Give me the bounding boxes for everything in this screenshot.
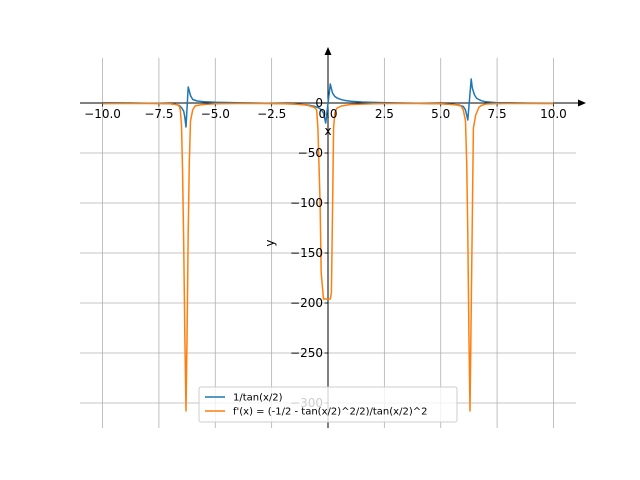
y-tick-label: −150 <box>290 246 323 260</box>
y-tick-label: −250 <box>290 346 323 360</box>
y-tick-label: −50 <box>298 146 323 160</box>
x-tick-label: 7.5 <box>488 107 507 121</box>
legend-label-series-1: 1/tan(x/2) <box>233 393 283 404</box>
x-tick-label: −10.0 <box>84 107 121 121</box>
y-axis-arrow <box>324 47 332 55</box>
x-tick-label: −2.5 <box>257 107 286 121</box>
x-tick-label: 5.0 <box>431 107 450 121</box>
series-layer <box>102 78 554 412</box>
x-tick-label: 10.0 <box>540 107 567 121</box>
x-axis-arrow <box>578 99 586 107</box>
y-axis-label: y <box>263 239 277 246</box>
x-tick-label: −5.0 <box>201 107 230 121</box>
series-line-1 <box>102 78 554 128</box>
y-tick-label: −100 <box>290 196 323 210</box>
x-tick-label: 0.0 <box>318 107 337 121</box>
y-tick-label: −200 <box>290 296 323 310</box>
series-line-2 <box>102 102 554 412</box>
x-tick-label: −7.5 <box>144 107 173 121</box>
x-tick-label: 2.5 <box>375 107 394 121</box>
legend-box <box>198 386 458 423</box>
y-tick-label: 0 <box>315 96 323 110</box>
tick-labels: −10.0 −7.5 −5.0 −2.5 0.0 2.5 5.0 7.5 10.0 0 −50 −10… <box>84 96 567 410</box>
legend: 1/tan(x/2) f'(x) = (-1/2 - tan(x/2)^2/2)… <box>198 386 458 423</box>
x-axis-label: x <box>324 124 331 138</box>
legend-label-series-2: f'(x) = (-1/2 - tan(x/2)^2/2)/tan(x/2)^2 <box>233 407 427 418</box>
